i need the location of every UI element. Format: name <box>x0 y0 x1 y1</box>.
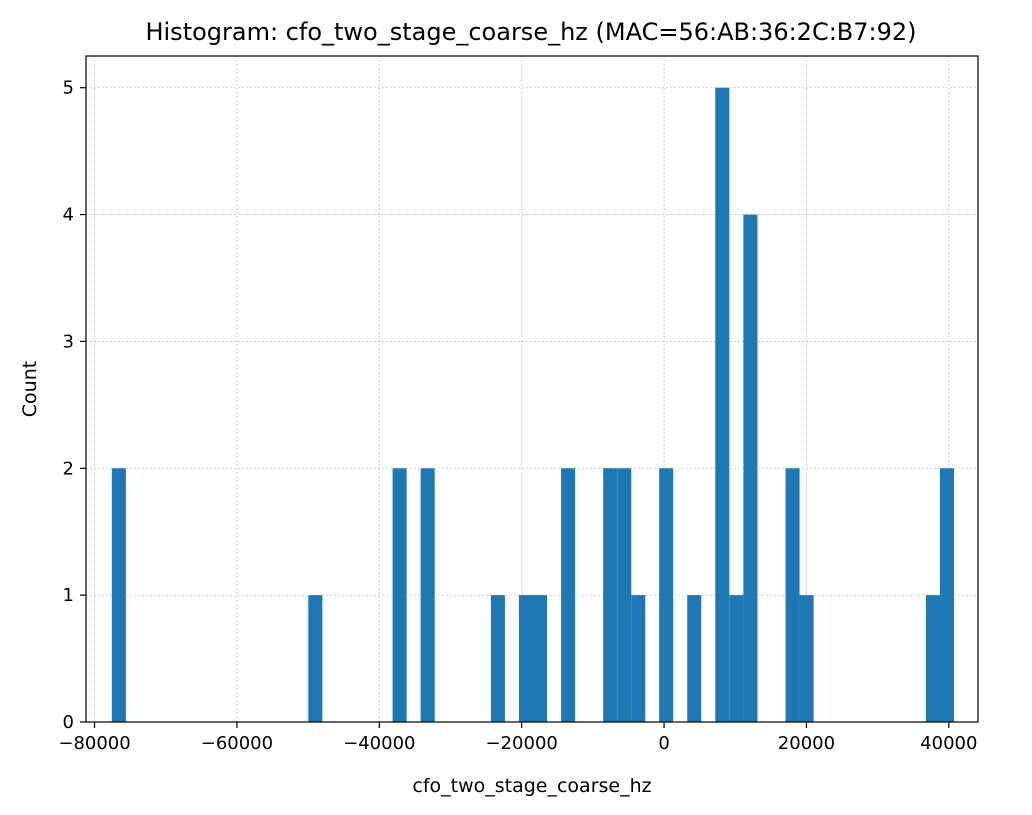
y-tick-label: 2 <box>63 458 74 479</box>
histogram-bar <box>603 468 618 722</box>
histogram-bar <box>631 595 646 722</box>
x-tick-label: 20000 <box>778 733 835 754</box>
histogram-bar <box>687 595 702 722</box>
histogram-bar <box>308 595 323 722</box>
x-tick-label: −40000 <box>343 733 415 754</box>
histogram-bar <box>561 468 576 722</box>
histogram-bar <box>715 87 730 722</box>
histogram-bar <box>799 595 814 722</box>
histogram-bar <box>392 468 407 722</box>
histogram-bar <box>729 595 744 722</box>
x-tick-label: −80000 <box>58 733 130 754</box>
histogram-bars <box>111 87 954 723</box>
histogram-bar <box>111 468 126 722</box>
histogram-bar <box>532 595 548 722</box>
histogram-bar <box>785 468 800 722</box>
histogram-bar <box>420 468 435 722</box>
x-tick-label: 0 <box>658 733 669 754</box>
chart-title: Histogram: cfo_two_stage_coarse_hz (MAC=… <box>145 18 916 46</box>
x-tick-label: −60000 <box>201 733 273 754</box>
histogram-bar <box>518 595 533 722</box>
histogram-bar <box>617 468 632 722</box>
y-tick-label: 4 <box>63 205 74 226</box>
histogram-bar <box>925 595 940 722</box>
histogram-bar <box>743 214 758 723</box>
y-tick-label: 3 <box>63 331 74 352</box>
plot-frame <box>85 55 979 723</box>
histogram-bar <box>939 468 954 722</box>
x-tick-label: −20000 <box>486 733 558 754</box>
x-tick-label: 40000 <box>920 733 977 754</box>
y-axis-label: Count <box>19 361 41 417</box>
y-tick-label: 5 <box>63 78 74 99</box>
x-axis-label: cfo_two_stage_coarse_hz <box>412 775 651 797</box>
y-axis-ticks: 0 1 2 3 4 5 <box>63 78 86 733</box>
x-axis-ticks: −80000 −60000 −40000 −20000 0 20000 40000 <box>58 722 977 754</box>
histogram-bar <box>490 595 505 722</box>
histogram-bar <box>659 468 674 722</box>
y-tick-label: 1 <box>63 585 74 606</box>
y-tick-label: 0 <box>63 712 74 733</box>
